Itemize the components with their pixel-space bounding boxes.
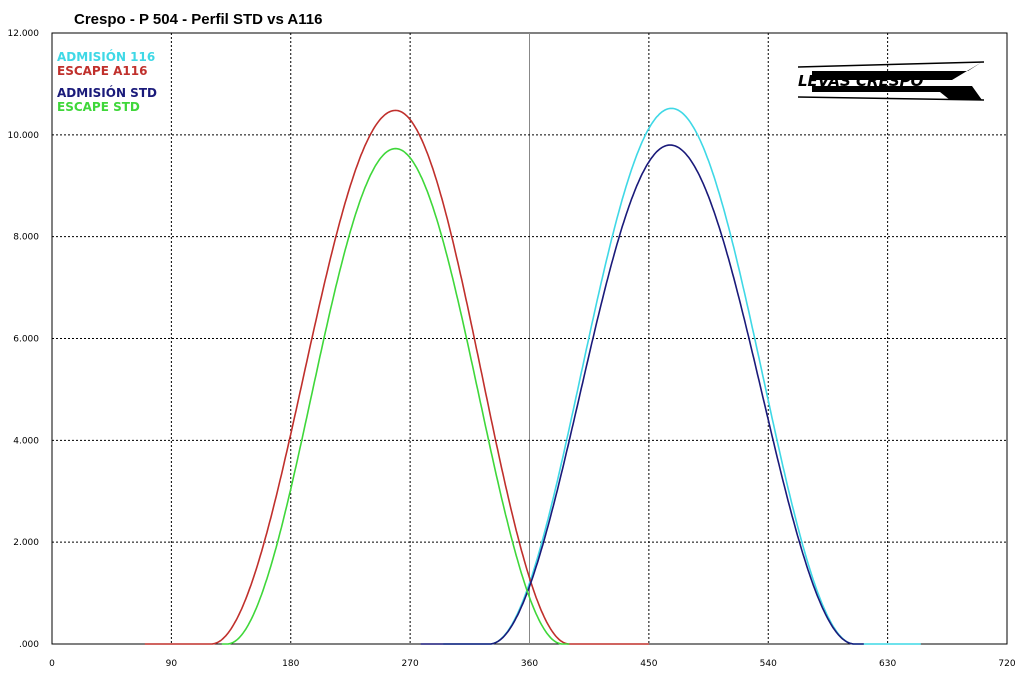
y-tick-label: 4.000: [13, 436, 39, 446]
y-tick-label: 10.000: [8, 131, 40, 141]
x-tick-label: 270: [402, 659, 419, 669]
y-tick-label: 6.000: [13, 335, 39, 345]
logo-text: LEVAS CRESPO: [798, 72, 924, 90]
grid: [51, 32, 1008, 645]
x-tick-label: 720: [998, 659, 1015, 669]
x-tick-label: 540: [760, 659, 777, 669]
levas-crespo-logo: LEVAS CRESPO: [797, 61, 985, 101]
y-tick-label: 8.000: [13, 233, 39, 243]
x-tick-label: 450: [640, 659, 657, 669]
series-line-3: [221, 147, 570, 645]
y-tick-label: .000: [19, 640, 39, 650]
logo-stripe-top: [812, 62, 982, 80]
series-line-2: [420, 144, 864, 645]
axis-ticks: 0 90 180 270 360 450 540 630 720 .000 2.000 4.000 6.…: [8, 29, 1016, 669]
x-tick-label: 180: [282, 659, 299, 669]
x-tick-label: 630: [879, 659, 896, 669]
series-line-0: [443, 107, 921, 645]
logo-line-top: [797, 61, 985, 68]
x-tick-label: 360: [521, 659, 538, 669]
x-tick-label: 90: [166, 659, 178, 669]
chart-title: Crespo - P 504 - Perfil STD vs A116: [74, 11, 322, 28]
y-tick-label: 2.000: [13, 538, 39, 548]
legend-entry: ADMISIÓN 116: [57, 49, 155, 64]
logo-line-bottom: [797, 96, 985, 101]
x-tick-label: 0: [49, 659, 55, 669]
legend-entry: ESCAPE STD: [57, 100, 140, 114]
y-tick-label: 12.000: [8, 29, 40, 39]
series-line-1: [144, 109, 649, 645]
legend-entry: ESCAPE A116: [57, 64, 147, 78]
series-lines: [144, 107, 921, 645]
legend-entry: ADMISIÓN STD: [57, 85, 157, 100]
logo-stripe-bottom: [812, 86, 982, 100]
